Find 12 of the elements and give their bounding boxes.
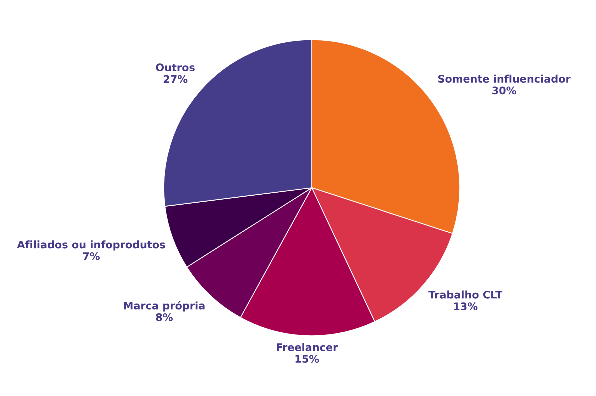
slice-label: Outros <box>156 64 195 72</box>
slice-label: Trabalho CLT <box>428 290 503 299</box>
slice-label: Afiliados ou infoprodutos <box>17 240 166 251</box>
data-label: 7% <box>83 252 100 260</box>
data-label: 13% <box>454 302 478 310</box>
slice-label: Marca própria <box>124 301 205 312</box>
data-label: 30% <box>492 86 516 95</box>
slice-label: Somente influenciador <box>438 74 571 83</box>
data-label: 15% <box>296 355 320 364</box>
slice-label: Freelancer <box>277 343 338 352</box>
data-label: 27% <box>164 75 188 84</box>
data-label: 8% <box>156 314 173 322</box>
